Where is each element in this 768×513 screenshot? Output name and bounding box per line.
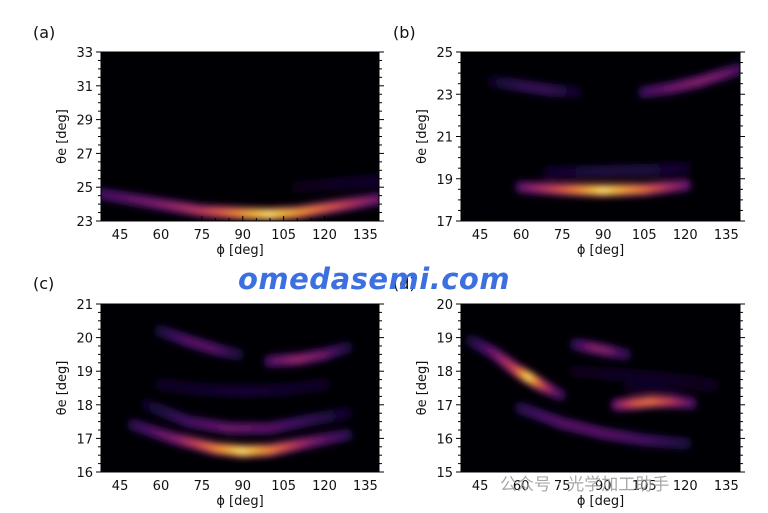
y-tick-label: 21 <box>76 298 93 313</box>
y-tick-label: 20 <box>76 332 93 347</box>
heatmap-band <box>290 173 379 194</box>
panel-a: 45 60 75 90 105 120 135 23 25 27 29 31 33 ϕ [deg] θe [… <box>33 23 384 258</box>
panel-c: 45 60 75 90 105 120 135 16 17 18 19 20 21 ϕ [deg] θe [… <box>33 274 384 509</box>
band-core-segment <box>318 382 327 388</box>
panel-b: 45 60 75 90 105 120 135 17 19 21 23 25 ϕ [deg] θe [de… <box>393 23 745 258</box>
panel-d: 45 60 75 90 105 120 135 15 16 17 18 19 20 ϕ [deg] θe [… <box>393 274 745 509</box>
x-tick-label: 45 <box>472 479 489 494</box>
heatmap-bands <box>127 324 353 458</box>
y-axis-label: θe [deg] <box>415 109 430 164</box>
x-axis-label: ϕ [deg] <box>577 243 624 258</box>
x-axis-label: ϕ [deg] <box>577 494 624 509</box>
heatmap-bands <box>487 62 740 197</box>
x-tick-label: 135 <box>714 479 739 494</box>
y-tick-label: 20 <box>436 298 453 313</box>
panel-label: (d) <box>393 274 416 293</box>
x-tick-label: 45 <box>112 479 129 494</box>
x-tick-label: 120 <box>312 228 337 243</box>
watermark: omedasemi.com <box>238 262 511 296</box>
y-tick-label: 33 <box>76 46 93 61</box>
y-tick-label: 23 <box>436 88 453 103</box>
heatmap-band <box>127 418 353 458</box>
x-tick-label: 105 <box>271 228 296 243</box>
y-tick-label: 23 <box>76 215 93 230</box>
heatmap-band <box>610 394 698 412</box>
y-tick-label: 17 <box>436 215 453 230</box>
y-tick-label: 31 <box>76 80 93 95</box>
x-tick-label: 90 <box>234 479 251 494</box>
x-tick-label: 60 <box>153 479 170 494</box>
y-tick-label: 21 <box>436 131 453 146</box>
x-tick-label: 45 <box>472 228 489 243</box>
y-tick-label: 25 <box>76 181 93 196</box>
band-core-segment <box>340 432 349 438</box>
panel-label: (a) <box>33 23 55 42</box>
x-tick-label: 120 <box>673 228 698 243</box>
band-core-segment <box>342 345 349 351</box>
heatmap-band <box>487 75 583 99</box>
x-tick-label: 60 <box>513 479 530 494</box>
heatmap-band <box>514 401 692 450</box>
x-tick-label: 105 <box>271 479 296 494</box>
x-tick-label: 60 <box>513 228 530 243</box>
y-tick-label: 17 <box>436 399 453 414</box>
x-tick-label: 60 <box>153 228 170 243</box>
x-tick-label: 120 <box>673 479 698 494</box>
y-tick-label: 19 <box>436 332 453 347</box>
x-tick-label: 90 <box>595 228 612 243</box>
panel-label: (c) <box>33 274 54 293</box>
heatmap-band <box>154 324 244 361</box>
y-tick-label: 16 <box>436 432 453 447</box>
x-tick-label: 45 <box>112 228 129 243</box>
y-tick-label: 17 <box>76 432 93 447</box>
x-tick-label: 75 <box>554 479 571 494</box>
x-tick-label: 120 <box>312 479 337 494</box>
x-tick-label: 75 <box>554 228 571 243</box>
band-core-segment <box>555 391 562 397</box>
y-tick-label: 15 <box>436 466 453 481</box>
heatmap-band <box>465 334 566 402</box>
y-axis-label: θe [deg] <box>415 361 430 416</box>
x-tick-label: 135 <box>714 228 739 243</box>
heatmap-band <box>637 62 740 99</box>
heatmap-band <box>514 178 692 197</box>
x-tick-label: 75 <box>194 479 211 494</box>
y-axis-label: θe [deg] <box>55 109 70 164</box>
band-core-segment <box>372 196 379 203</box>
x-tick-label: 135 <box>353 479 378 494</box>
y-tick-label: 19 <box>436 173 453 188</box>
x-tick-label: 90 <box>595 479 612 494</box>
x-axis-label: ϕ [deg] <box>216 243 263 258</box>
x-axis-label: ϕ [deg] <box>216 494 263 509</box>
y-axis-label: θe [deg] <box>55 361 70 416</box>
heatmap-bands <box>465 334 720 450</box>
y-tick-label: 27 <box>76 147 93 162</box>
heatmap-bands <box>101 173 379 221</box>
x-tick-label: 135 <box>353 228 378 243</box>
panel-label: (b) <box>393 23 416 42</box>
watermark-secondary: 公众号 · 光学加工助手 <box>500 475 670 495</box>
heatmap-band <box>154 378 331 398</box>
y-tick-label: 29 <box>76 114 93 129</box>
band-core-segment <box>340 411 349 416</box>
x-tick-label: 75 <box>194 228 211 243</box>
plot-background <box>101 52 379 221</box>
heatmap-band <box>263 341 353 368</box>
y-tick-label: 16 <box>76 466 93 481</box>
heatmap-band <box>569 364 706 388</box>
x-tick-label: 105 <box>632 228 657 243</box>
heatmap-band <box>140 398 353 435</box>
heatmap-band <box>542 161 692 179</box>
y-tick-label: 18 <box>76 399 93 414</box>
y-tick-label: 25 <box>436 46 453 61</box>
heatmap-band <box>101 187 379 221</box>
heatmap-band <box>569 337 632 361</box>
y-tick-label: 19 <box>76 365 93 380</box>
band-core-segment <box>233 351 240 357</box>
x-tick-label: 105 <box>632 479 657 494</box>
y-tick-label: 18 <box>436 365 453 380</box>
x-tick-label: 90 <box>234 228 251 243</box>
